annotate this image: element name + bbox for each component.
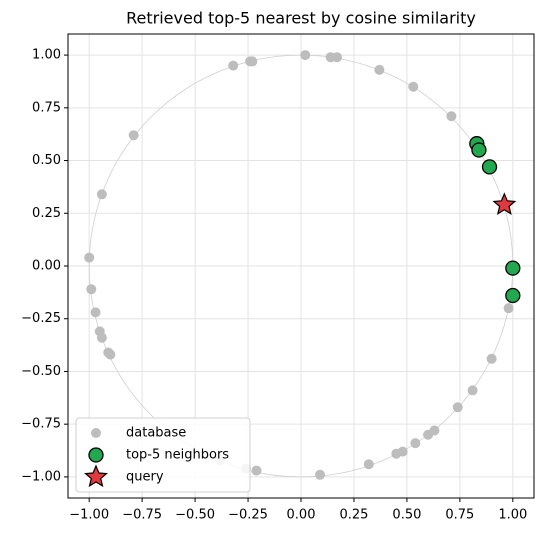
point xyxy=(467,385,478,396)
point xyxy=(128,130,139,141)
point xyxy=(492,192,517,216)
point xyxy=(332,52,343,63)
point xyxy=(505,260,521,276)
point xyxy=(486,353,497,364)
x-tick-label: −1.00 xyxy=(69,508,109,523)
x-tick-label: 0.75 xyxy=(445,508,474,523)
x-tick-label: 0.00 xyxy=(287,508,316,523)
legend-box xyxy=(75,417,251,493)
point xyxy=(503,303,514,314)
point xyxy=(410,438,421,449)
x-tick-label: 1.00 xyxy=(498,508,527,523)
x-tick-label: −0.50 xyxy=(175,508,215,523)
x-tick-label: 0.50 xyxy=(392,508,421,523)
point xyxy=(408,81,419,92)
point xyxy=(228,60,239,71)
legend-marker xyxy=(91,428,101,438)
point xyxy=(505,287,521,304)
point xyxy=(446,111,457,122)
legend-label: query xyxy=(126,470,164,485)
point xyxy=(247,56,258,67)
point xyxy=(315,469,326,480)
point xyxy=(105,349,116,360)
y-tick-label: 0.75 xyxy=(32,100,61,115)
y-tick-label: −0.50 xyxy=(21,364,61,379)
point xyxy=(84,252,95,263)
point xyxy=(481,159,498,175)
point xyxy=(86,284,97,295)
y-tick-label: −0.75 xyxy=(21,417,61,432)
x-tick-label: −0.75 xyxy=(122,508,162,523)
chart-title: Retrieved top-5 nearest by cosine simila… xyxy=(126,9,476,28)
y-tick-label: 0.50 xyxy=(32,153,61,168)
point xyxy=(96,189,107,200)
point xyxy=(452,402,463,413)
y-tick-label: −1.00 xyxy=(21,469,61,484)
plot-frame xyxy=(67,33,535,499)
y-tick-label: 0.00 xyxy=(32,259,61,274)
point xyxy=(90,307,101,318)
point xyxy=(471,142,487,158)
legend-label: database xyxy=(126,426,186,441)
point xyxy=(374,64,385,75)
legend-label: top-5 neighbors xyxy=(126,448,229,463)
y-tick-label: −0.25 xyxy=(21,311,61,326)
point xyxy=(391,448,402,459)
point xyxy=(363,459,374,470)
point xyxy=(423,429,434,440)
x-tick-label: 0.25 xyxy=(339,508,368,523)
y-tick-label: 0.25 xyxy=(32,206,61,221)
point xyxy=(96,332,107,343)
legend-marker xyxy=(88,447,104,463)
x-tick-label: −0.25 xyxy=(228,508,268,523)
point xyxy=(300,50,311,61)
legend-marker xyxy=(84,464,108,488)
y-tick-label: 1.00 xyxy=(32,48,61,63)
point xyxy=(251,465,262,476)
